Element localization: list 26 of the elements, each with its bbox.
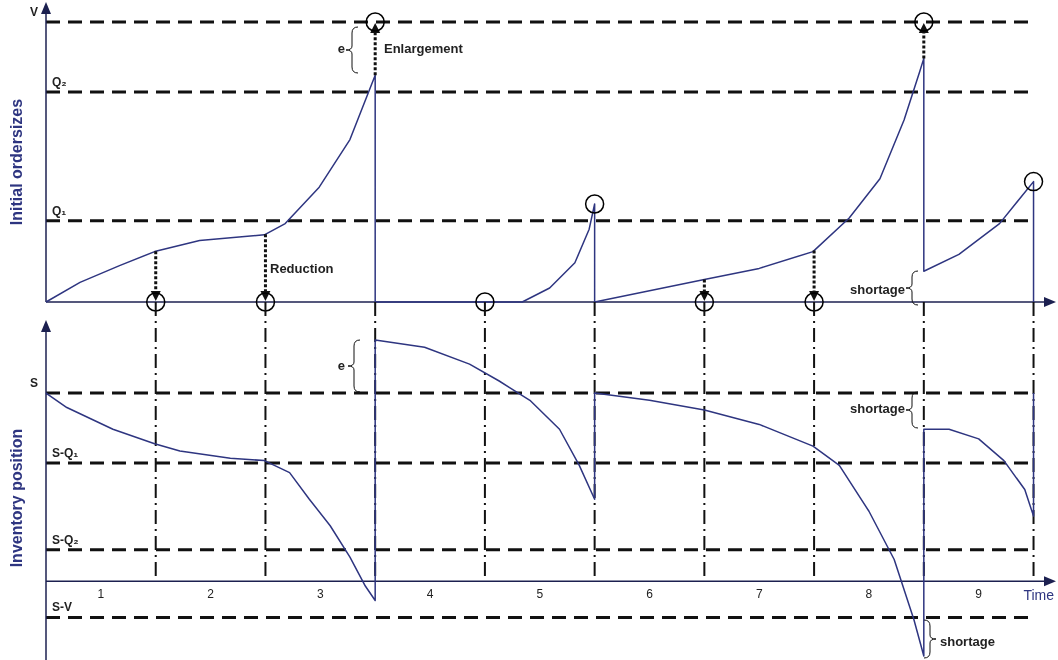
x-axis-title: Time xyxy=(1023,587,1055,604)
ref-line-label: S-V xyxy=(52,600,73,615)
annotation: shortage xyxy=(940,634,995,649)
x-tick-label: 9 xyxy=(975,587,983,602)
ref-line-label: Q₁ xyxy=(52,203,67,218)
x-tick-label: 3 xyxy=(316,587,324,602)
annotation: e xyxy=(337,41,345,56)
ref-line-label: S-Q₂ xyxy=(52,532,79,547)
x-tick-label: 1 xyxy=(97,587,105,602)
annotation: shortage xyxy=(850,282,905,297)
x-tick-label: 5 xyxy=(536,587,544,602)
x-tick-label: 4 xyxy=(426,587,434,602)
annotation: Enlargement xyxy=(384,41,464,56)
x-tick-label: 7 xyxy=(755,587,763,602)
x-tick-label: 6 xyxy=(646,587,654,602)
x-tick-label: 2 xyxy=(207,587,215,602)
y-axis-title: Initial ordersizes xyxy=(8,98,25,226)
x-tick-label: 8 xyxy=(865,587,873,602)
annotation: shortage xyxy=(850,401,905,416)
ref-line-label: S xyxy=(29,376,38,391)
y-axis-title: Inventory position xyxy=(8,428,25,568)
ref-line-label: V xyxy=(29,5,38,19)
annotation: e xyxy=(337,358,345,373)
ref-line-label: Q₂ xyxy=(52,75,67,89)
annotation: Reduction xyxy=(270,261,334,276)
ref-line-label: S-Q₁ xyxy=(52,446,79,461)
